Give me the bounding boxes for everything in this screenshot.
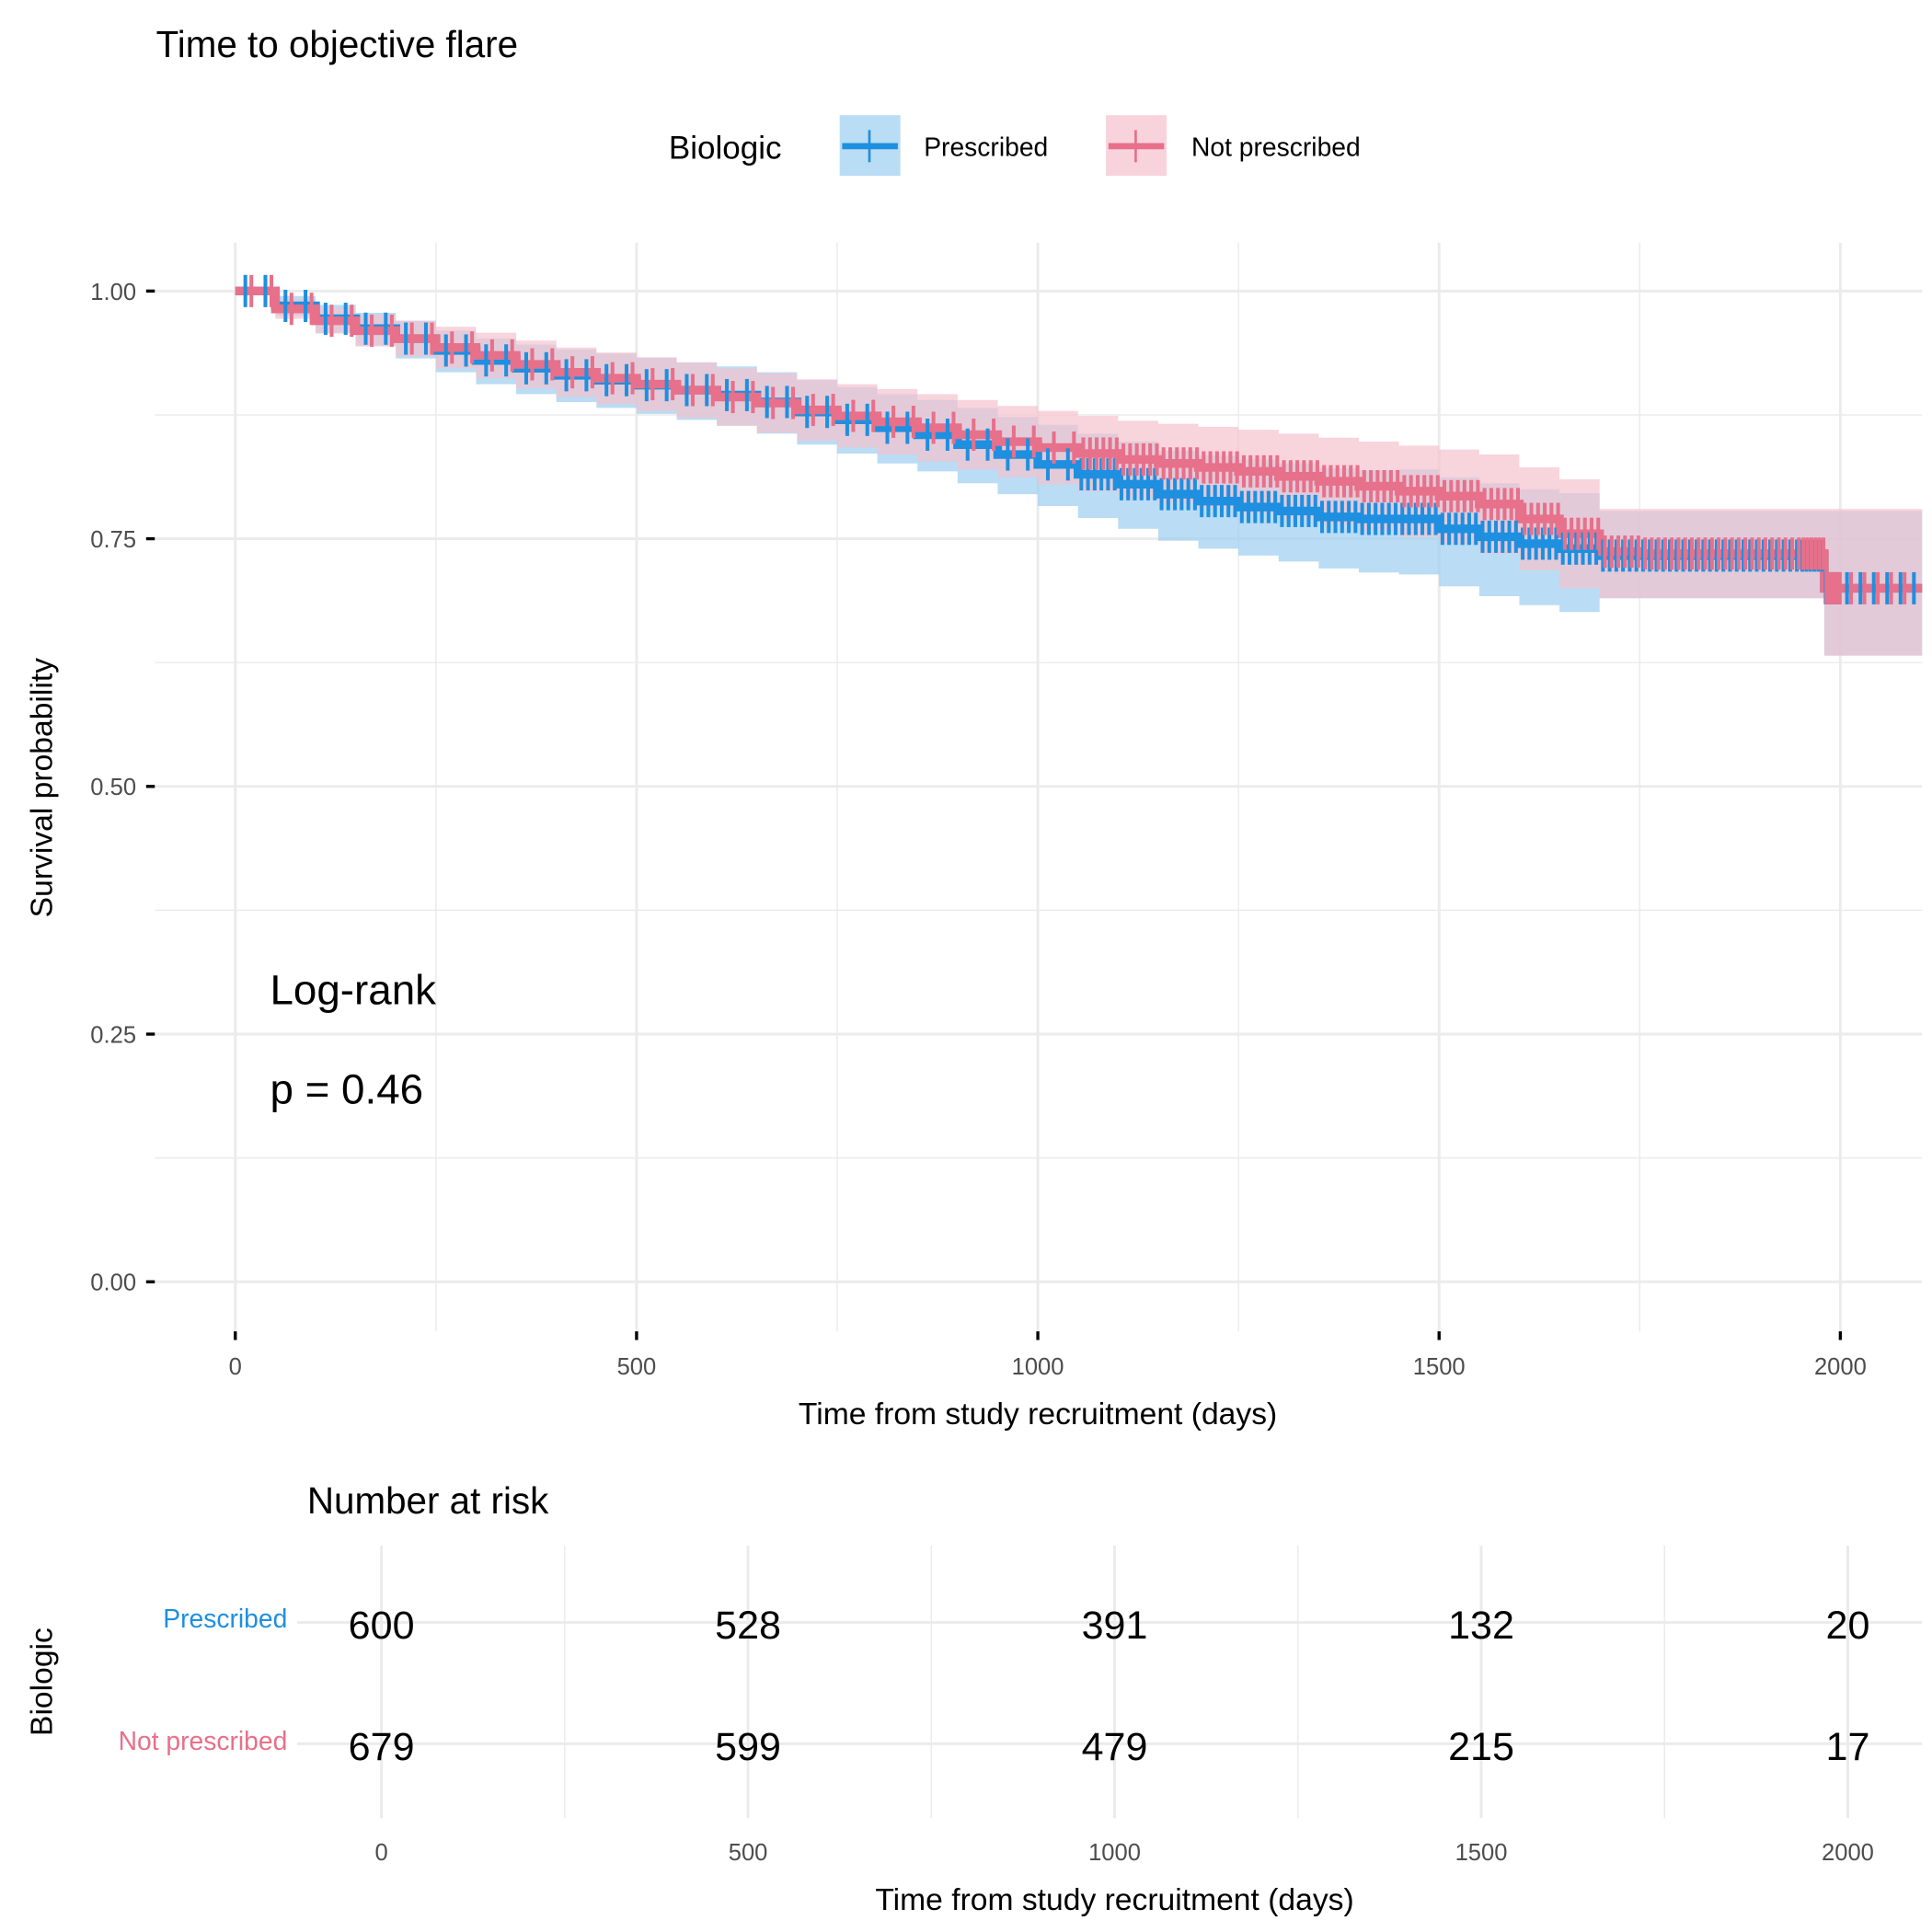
risk-count: 17 <box>1826 1725 1870 1769</box>
censor-marks <box>243 274 1916 604</box>
y-tick-label: 1.00 <box>90 280 136 305</box>
x-tick-label: 500 <box>617 1354 657 1380</box>
legend-label-not-prescribed: Not prescribed <box>1191 132 1361 162</box>
risk-table-title: Number at risk <box>307 1479 549 1522</box>
logrank-label: Log-rank <box>270 967 436 1014</box>
legend: Biologic Prescribed Not prescribed <box>669 115 1361 177</box>
x-axis: 0 500 1000 1500 2000 <box>229 1331 1867 1380</box>
legend-title: Biologic <box>669 130 782 166</box>
risk-row-label-not-prescribed: Not prescribed <box>119 1726 288 1755</box>
risk-count: 528 <box>715 1604 781 1648</box>
y-tick-label: 0.50 <box>90 775 136 800</box>
risk-count: 132 <box>1448 1604 1514 1648</box>
risk-x-tick-label: 1500 <box>1455 1840 1508 1866</box>
y-tick-label: 0.25 <box>90 1022 136 1048</box>
x-tick-label: 2000 <box>1814 1354 1867 1380</box>
risk-table-x-title: Time from study recruitment (days) <box>875 1883 1353 1917</box>
risk-count: 599 <box>715 1725 781 1769</box>
y-tick-label: 0.00 <box>90 1271 136 1296</box>
y-tick-label: 0.75 <box>90 527 136 553</box>
risk-table-cells: 600 528 391 132 20 679 599 479 215 17 <box>349 1604 1870 1769</box>
survival-curve-prescribed <box>235 286 1923 593</box>
main-gridlines <box>155 242 1923 1332</box>
risk-count: 391 <box>1082 1604 1148 1648</box>
risk-x-tick-label: 2000 <box>1822 1840 1874 1866</box>
x-tick-label: 1000 <box>1012 1354 1064 1380</box>
risk-x-tick-label: 0 <box>375 1840 388 1866</box>
risk-table-x-axis: 0 500 1000 1500 2000 <box>375 1840 1874 1866</box>
risk-x-tick-label: 500 <box>729 1840 768 1866</box>
risk-count: 20 <box>1826 1604 1870 1648</box>
risk-count: 215 <box>1448 1725 1514 1769</box>
x-tick-label: 0 <box>229 1354 242 1380</box>
x-tick-label: 1500 <box>1413 1354 1466 1380</box>
p-value-label: p = 0.46 <box>270 1065 423 1112</box>
y-axis-title: Survival probability <box>26 658 60 918</box>
risk-table-gridlines <box>297 1546 1923 1819</box>
risk-count: 600 <box>349 1604 415 1648</box>
risk-row-label-prescribed: Prescribed <box>163 1604 287 1633</box>
legend-label-prescribed: Prescribed <box>924 132 1048 162</box>
risk-x-tick-label: 1000 <box>1088 1840 1141 1866</box>
legend-item-prescribed: Prescribed <box>839 115 1048 177</box>
y-axis: 0.00 0.25 0.50 0.75 1.00 <box>90 280 155 1296</box>
chart-title: Time to objective flare <box>156 23 518 65</box>
legend-item-not-prescribed: Not prescribed <box>1106 115 1361 177</box>
x-axis-title: Time from study recruitment (days) <box>799 1397 1277 1432</box>
risk-count: 679 <box>349 1725 415 1769</box>
risk-table-y-title: Biologic <box>26 1627 60 1736</box>
risk-count: 479 <box>1082 1725 1148 1769</box>
